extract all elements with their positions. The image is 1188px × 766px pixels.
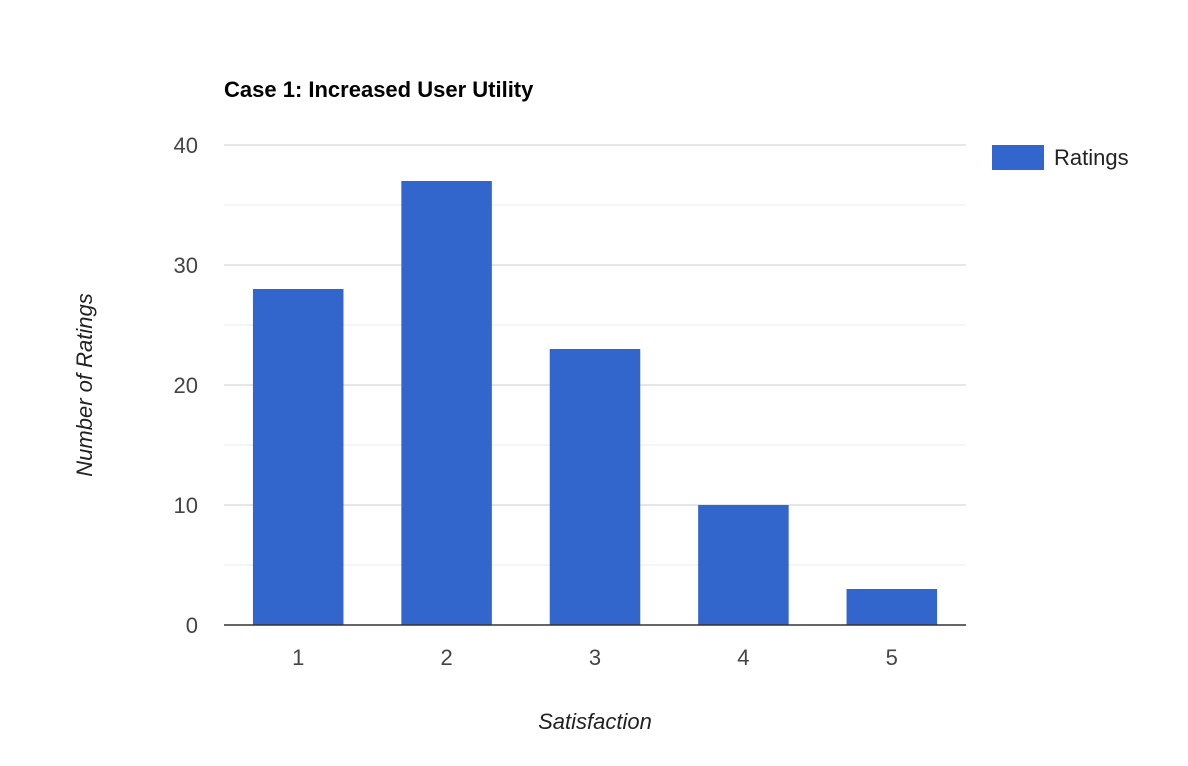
chart-title: Case 1: Increased User Utility — [224, 77, 534, 102]
legend-label-ratings: Ratings — [1054, 145, 1129, 170]
bar-4 — [698, 505, 789, 625]
bar-3 — [549, 349, 641, 625]
y-tick-label: 40 — [174, 133, 198, 158]
bar-2 — [401, 181, 492, 625]
y-axis-ticks: 0 10 20 30 40 — [174, 133, 198, 638]
x-tick-label: 4 — [737, 645, 749, 670]
y-tick-label: 20 — [174, 373, 198, 398]
legend-swatch-ratings — [992, 145, 1044, 170]
x-tick-label: 2 — [440, 645, 452, 670]
legend: Ratings — [992, 145, 1129, 170]
x-axis-title: Satisfaction — [538, 709, 652, 734]
x-axis-ticks: 1 2 3 4 5 — [292, 645, 898, 670]
x-tick-label: 3 — [589, 645, 601, 670]
y-tick-label: 10 — [174, 493, 198, 518]
bar-1 — [252, 289, 344, 625]
bar-5 — [846, 589, 938, 625]
bars — [252, 181, 938, 625]
y-tick-label: 30 — [174, 253, 198, 278]
y-axis-title: Number of Ratings — [72, 293, 97, 476]
y-tick-label: 0 — [186, 613, 198, 638]
x-tick-label: 5 — [886, 645, 898, 670]
x-tick-label: 1 — [292, 645, 304, 670]
